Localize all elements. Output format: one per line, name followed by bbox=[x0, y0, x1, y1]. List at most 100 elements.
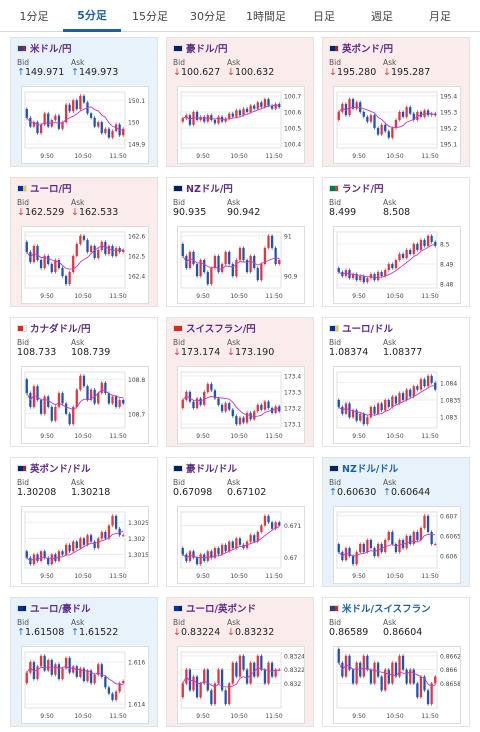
rate-card[interactable]: ユーロ/円 Bid Ask ↓162.529 ↓162.533 162.6 162.5 162… bbox=[10, 177, 158, 307]
x-tick-label: 9:50 bbox=[352, 713, 366, 720]
mini-candle-chart[interactable]: 0.607 0.6065 0.606 9:50 10:50 11:50 bbox=[333, 506, 461, 584]
rate-card[interactable]: カナダドル/円 Bid Ask 108.733 108.739 108.8 108.7 9:5… bbox=[10, 317, 158, 447]
chart-svg: 162.6 162.5 162.4 9:50 10:50 11:50 bbox=[24, 231, 145, 300]
mini-candle-chart[interactable]: 1.084 1.0835 1.083 9:50 10:50 11:50 bbox=[333, 366, 461, 444]
candle-body bbox=[82, 95, 86, 103]
pair-name[interactable]: NZドル/円 bbox=[186, 184, 233, 195]
pair-name[interactable]: ユーロ/ドル bbox=[342, 324, 393, 335]
mini-candle-chart[interactable]: 150.1 150 149.9 9:50 10:50 11:50 bbox=[21, 86, 149, 164]
card-header: NZドル/円 bbox=[173, 181, 307, 195]
plot-frame bbox=[24, 651, 126, 709]
rate-card[interactable]: 米ドル/スイスフラン Bid Ask 0.86589 0.86604 0.8662 0.86… bbox=[322, 597, 470, 727]
mini-candle-chart[interactable]: 0.8662 0.866 0.8658 9:50 10:50 11:50 bbox=[333, 646, 461, 724]
y-tick-label: 195.1 bbox=[440, 142, 457, 149]
pair-name[interactable]: ユーロ/円 bbox=[30, 184, 72, 195]
candle-body bbox=[206, 669, 209, 691]
trend-arrow-icon: ↓ bbox=[173, 347, 181, 358]
trend-arrow-icon: ↓ bbox=[329, 67, 337, 78]
y-tick-label: 1.616 bbox=[128, 660, 145, 667]
candle-body bbox=[122, 400, 125, 404]
candle-body bbox=[107, 393, 111, 404]
tab-0[interactable]: 1分足 bbox=[19, 10, 49, 23]
tab-7[interactable]: 月足 bbox=[429, 10, 451, 23]
mini-candle-chart[interactable]: 195.4 195.3 195.2 195.1 9:50 10:50 11:50 bbox=[333, 86, 461, 164]
pair-name[interactable]: 英ポンド/ドル bbox=[30, 464, 91, 475]
rate-card[interactable]: スイスフラン/円 Bid Ask ↓173.174 ↓173.190 173.4 173.3… bbox=[166, 317, 314, 447]
rate-card[interactable]: 英ポンド/円 Bid Ask ↓195.280 ↓195.287 195.4 195.3 19… bbox=[322, 37, 470, 167]
candle-body bbox=[256, 655, 259, 677]
mini-candle-chart[interactable]: 91 90.9 9:50 10:50 11:50 bbox=[177, 226, 305, 304]
mini-candle-chart[interactable]: 162.6 162.5 162.4 9:50 10:50 11:50 bbox=[21, 226, 149, 304]
candle-body bbox=[430, 375, 433, 383]
tab-2[interactable]: 15分足 bbox=[132, 10, 168, 23]
mini-candle-chart[interactable]: 1.616 1.614 9:50 10:50 11:50 bbox=[21, 646, 149, 724]
price-values: ↑1.61508 ↑1.61522 bbox=[17, 627, 151, 640]
rate-card[interactable]: NZドル/円 Bid Ask 90.935 90.942 91 90.9 9:50 10:50 1… bbox=[166, 177, 314, 307]
y-tick-label: 1.614 bbox=[128, 702, 145, 709]
plot-frame bbox=[336, 371, 438, 429]
mini-candle-chart[interactable]: 0.8324 0.8322 0.832 9:50 10:50 11:50 bbox=[177, 646, 305, 724]
y-tick-label: 0.6065 bbox=[440, 533, 460, 540]
candle-body bbox=[260, 525, 263, 532]
tab-5[interactable]: 日足 bbox=[313, 10, 335, 23]
pair-name[interactable]: 英ポンド/円 bbox=[342, 44, 393, 55]
candle-body bbox=[278, 522, 281, 526]
pair-name[interactable]: NZドル/ドル bbox=[342, 464, 399, 475]
rate-card[interactable]: ユーロ/ドル Bid Ask 1.08374 1.08377 1.084 1.0835 1.0… bbox=[322, 317, 470, 447]
pair-name[interactable]: ランド/円 bbox=[342, 184, 384, 195]
candle-body bbox=[398, 655, 401, 677]
rate-card[interactable]: NZドル/ドル Bid Ask ↑0.60630 ↑0.60644 0.607 0.6065… bbox=[322, 457, 470, 587]
candle-body bbox=[245, 669, 249, 684]
candle-body bbox=[253, 411, 256, 420]
pair-name[interactable]: 米ドル/スイスフラン bbox=[342, 604, 431, 615]
candle-body bbox=[242, 417, 245, 423]
chart-svg: 173.4 173.3 173.2 173.1 9:50 10:50 11:50 bbox=[180, 371, 301, 440]
tab-4[interactable]: 1時間足 bbox=[246, 10, 286, 23]
pair-name[interactable]: ユーロ/豪ドル bbox=[30, 604, 91, 615]
candle-body bbox=[380, 124, 383, 135]
ask-price: ↓0.83232 bbox=[227, 627, 275, 638]
candle-body bbox=[97, 538, 100, 549]
mini-candle-chart[interactable]: 108.8 108.7 9:50 10:50 11:50 bbox=[21, 366, 149, 444]
rate-card[interactable]: 英ポンド/ドル Bid Ask 1.30208 1.30218 1.3025 1.302 1.… bbox=[10, 457, 158, 587]
currency-flag-icon bbox=[173, 44, 183, 52]
candle-body bbox=[362, 655, 365, 677]
candle-body bbox=[398, 393, 401, 404]
y-tick-label: 195.3 bbox=[440, 109, 457, 116]
candle-body bbox=[203, 116, 206, 122]
ask-price: 90.942 bbox=[227, 207, 261, 218]
mini-candle-chart[interactable]: 173.4 173.3 173.2 173.1 9:50 10:50 11:50 bbox=[177, 366, 305, 444]
rate-card[interactable]: ユーロ/英ポンド Bid Ask ↓0.83224 ↓0.83232 0.8324 0.83… bbox=[166, 597, 314, 727]
candle-body bbox=[181, 548, 184, 555]
rate-card[interactable]: 米ドル/円 Bid Ask ↑149.971 ↑149.973 150.1 150 149.9… bbox=[10, 37, 158, 167]
candle-body bbox=[260, 102, 263, 108]
pair-name[interactable]: スイスフラン/円 bbox=[186, 324, 256, 335]
tab-1[interactable]: 5分足 bbox=[63, 0, 121, 32]
rate-card[interactable]: 豪ドル/ドル Bid Ask 0.67098 0.67102 0.671 0.67 9:50 1… bbox=[166, 457, 314, 587]
mini-candle-chart[interactable]: 0.671 0.67 9:50 10:50 11:50 bbox=[177, 506, 305, 584]
candle-body bbox=[122, 249, 125, 252]
candle-body bbox=[181, 683, 184, 698]
rate-card[interactable]: ランド/円 Bid Ask 8.499 8.508 8.5 8.49 8.48 9:50 10:5… bbox=[322, 177, 470, 307]
candle-body bbox=[426, 110, 430, 116]
pair-name[interactable]: 豪ドル/円 bbox=[186, 44, 228, 55]
bid-label: Bid bbox=[17, 478, 29, 487]
moving-average-line bbox=[182, 667, 280, 688]
tab-3[interactable]: 30分足 bbox=[190, 10, 226, 23]
candle-body bbox=[419, 239, 423, 250]
x-tick-label: 11:50 bbox=[421, 433, 438, 440]
mini-candle-chart[interactable]: 1.3025 1.302 1.3015 9:50 10:50 11:50 bbox=[21, 506, 149, 584]
mini-candle-chart[interactable]: 100.7 100.6 100.5 100.4 9:50 10:50 11:50 bbox=[177, 86, 305, 164]
tab-6[interactable]: 週足 bbox=[371, 10, 393, 23]
rate-card[interactable]: ユーロ/豪ドル Bid Ask ↑1.61508 ↑1.61522 1.616 1.614 9… bbox=[10, 597, 158, 727]
pair-name[interactable]: カナダドル/円 bbox=[30, 324, 91, 335]
candle-body bbox=[235, 662, 238, 677]
y-tick-label: 108.7 bbox=[128, 411, 145, 418]
rate-card[interactable]: 豪ドル/円 Bid Ask ↓100.627 ↓100.632 100.7 100.6 100… bbox=[166, 37, 314, 167]
mini-candle-chart[interactable]: 8.5 8.49 8.48 9:50 10:50 11:50 bbox=[333, 226, 461, 304]
ask-price: 0.67102 bbox=[227, 487, 267, 498]
pair-name[interactable]: 豪ドル/ドル bbox=[186, 464, 237, 475]
pair-name[interactable]: ユーロ/英ポンド bbox=[186, 604, 256, 615]
price-labels: Bid Ask bbox=[173, 58, 307, 67]
pair-name[interactable]: 米ドル/円 bbox=[30, 44, 72, 55]
